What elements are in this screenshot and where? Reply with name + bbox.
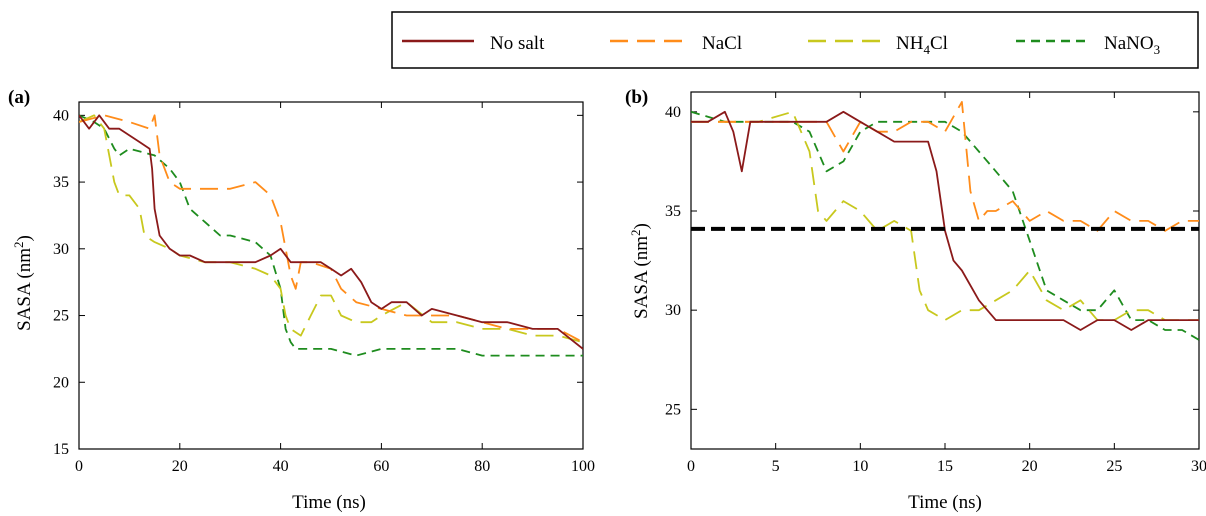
panel-a-xtick-label-80: 80 (474, 458, 490, 475)
panel-b-xtick-label-5: 5 (772, 458, 780, 475)
legend-label-nh4cl: NH4Cl (896, 33, 948, 57)
panel-a-series-no-salt (79, 114, 583, 350)
panel-a-series-nacl (79, 114, 583, 343)
panel-a-ytick-label-35: 35 (53, 174, 69, 191)
panel-a-xtick-label-0: 0 (75, 458, 83, 475)
panel-b-ytick-label-35: 35 (665, 203, 681, 220)
panel-b-xtick-label-20: 20 (1022, 458, 1038, 475)
panel-b-series-no-salt (691, 110, 1199, 331)
legend-label-nano3-sub: 3 (1154, 42, 1161, 57)
panel-a-ylabel-tail: ) (14, 235, 35, 241)
panel-b-series-nh4cl (691, 110, 1199, 321)
panel-a-ytick-label-20: 20 (53, 374, 69, 391)
panel-b: (b) 0 5 10 15 20 25 30 25 30 35 40 Time (ns) SASA … (625, 87, 1206, 513)
panel-b-xtick-label-10: 10 (852, 458, 868, 475)
panel-a: (a) 0 20 40 60 80 100 15 20 25 30 35 40 Time (ns) S… (8, 87, 595, 513)
panel-b-label: (b) (625, 87, 648, 108)
panel-a-xtick-label-20: 20 (172, 458, 188, 475)
panel-b-frame (690, 91, 1200, 450)
panel-a-xtick-label-60: 60 (373, 458, 389, 475)
legend-label-nacl: NaCl (702, 33, 742, 54)
legend: No salt NaCl NH4Cl NaNO3 (391, 11, 1199, 69)
panel-a-series-nano3 (79, 114, 583, 357)
panel-a-series-group (79, 114, 583, 357)
panel-b-xtick-label-25: 25 (1106, 458, 1122, 475)
panel-b-ylabel-tail: ) (631, 223, 652, 229)
panel-b-plot-area: 0 5 10 15 20 25 30 25 30 35 40 (665, 91, 1206, 475)
legend-item-nano3: NaNO3 (1016, 33, 1160, 57)
panel-b-ytick-label-25: 25 (665, 401, 681, 418)
panel-b-series-group (691, 101, 1199, 341)
panel-a-ytick-label-40: 40 (53, 107, 69, 124)
panel-a-label: (a) (8, 87, 30, 108)
panel-a-ytick-label-30: 30 (53, 241, 69, 258)
panel-a-ylabel: SASA (nm2) (11, 235, 35, 331)
panel-b-ytick-label-40: 40 (665, 104, 681, 121)
legend-label-nano3: NaNO3 (1104, 33, 1160, 57)
panel-a-ylabel-main: SASA (nm (14, 248, 35, 331)
panel-b-series-nano3 (691, 110, 1199, 341)
legend-item-nh4cl: NH4Cl (808, 33, 948, 57)
panel-a-xlabel: Time (ns) (292, 492, 366, 513)
panel-b-ylabel-main: SASA (nm (631, 236, 652, 319)
panel-b-series-nacl (691, 101, 1199, 232)
legend-label-nh4cl-main: NH (896, 33, 924, 54)
legend-item-no-salt: No salt (402, 33, 545, 54)
panel-a-xtick-label-100: 100 (571, 458, 595, 475)
panel-a-ylabel-sup: 2 (11, 241, 26, 248)
panel-a-plot-area: 0 20 40 60 80 100 15 20 25 30 35 40 (53, 101, 595, 475)
panel-b-ytick-label-30: 30 (665, 302, 681, 319)
panel-a-frame (78, 101, 584, 450)
legend-label-nano3-main: NaNO (1104, 33, 1154, 54)
panel-b-xtick-label-15: 15 (937, 458, 953, 475)
panel-a-ytick-label-25: 25 (53, 308, 69, 325)
panel-a-xtick-label-40: 40 (273, 458, 289, 475)
legend-label-nh4cl-sub: 4 (923, 42, 930, 57)
panel-b-xtick-label-0: 0 (687, 458, 695, 475)
panel-b-ylabel: SASA (nm2) (628, 223, 652, 319)
panel-a-series-nh4cl (79, 114, 583, 344)
legend-label-no-salt: No salt (490, 33, 545, 54)
legend-item-nacl: NaCl (610, 33, 742, 54)
panel-b-xlabel: Time (ns) (908, 492, 982, 513)
panel-b-xtick-label-30: 30 (1191, 458, 1206, 475)
panel-a-ytick-label-15: 15 (53, 441, 69, 458)
panel-b-ylabel-sup: 2 (628, 229, 643, 236)
legend-label-nh4cl-tail: Cl (930, 33, 948, 54)
